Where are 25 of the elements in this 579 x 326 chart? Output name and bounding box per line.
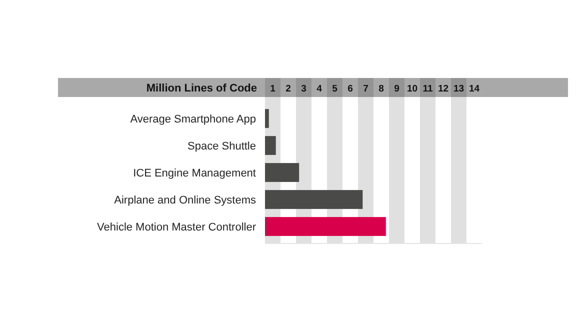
x-tick-label: 2 (286, 84, 291, 94)
bar (265, 190, 363, 209)
x-tick-label: 12 (438, 84, 449, 94)
x-tick-label: 14 (468, 84, 480, 94)
x-tick-label: 10 (406, 84, 418, 94)
y-tick-label: ICE Engine Management (133, 168, 256, 180)
x-tick-label: 5 (332, 84, 338, 94)
bar (265, 217, 386, 236)
x-tick-label: 6 (348, 84, 353, 94)
bar (265, 109, 269, 128)
x-tick-label: 3 (301, 84, 306, 94)
x-tick-label: 13 (453, 84, 464, 94)
x-tick-label: 1 (270, 84, 276, 94)
bar (265, 163, 300, 182)
y-tick-label: Average Smartphone App (130, 114, 256, 126)
x-tick-label: 8 (378, 84, 384, 94)
bar (265, 136, 276, 155)
x-tick-label: 7 (363, 84, 368, 94)
y-tick-label: Vehicle Motion Master Controller (97, 222, 256, 234)
y-tick-label: Space Shuttle (188, 140, 256, 152)
x-axis-title: Million Lines of Code (146, 82, 257, 94)
x-tick-label: 9 (394, 84, 400, 94)
x-tick-label: 11 (422, 84, 434, 94)
x-tick-label: 4 (316, 84, 323, 94)
y-tick-label: Airplane and Online Systems (114, 194, 256, 206)
